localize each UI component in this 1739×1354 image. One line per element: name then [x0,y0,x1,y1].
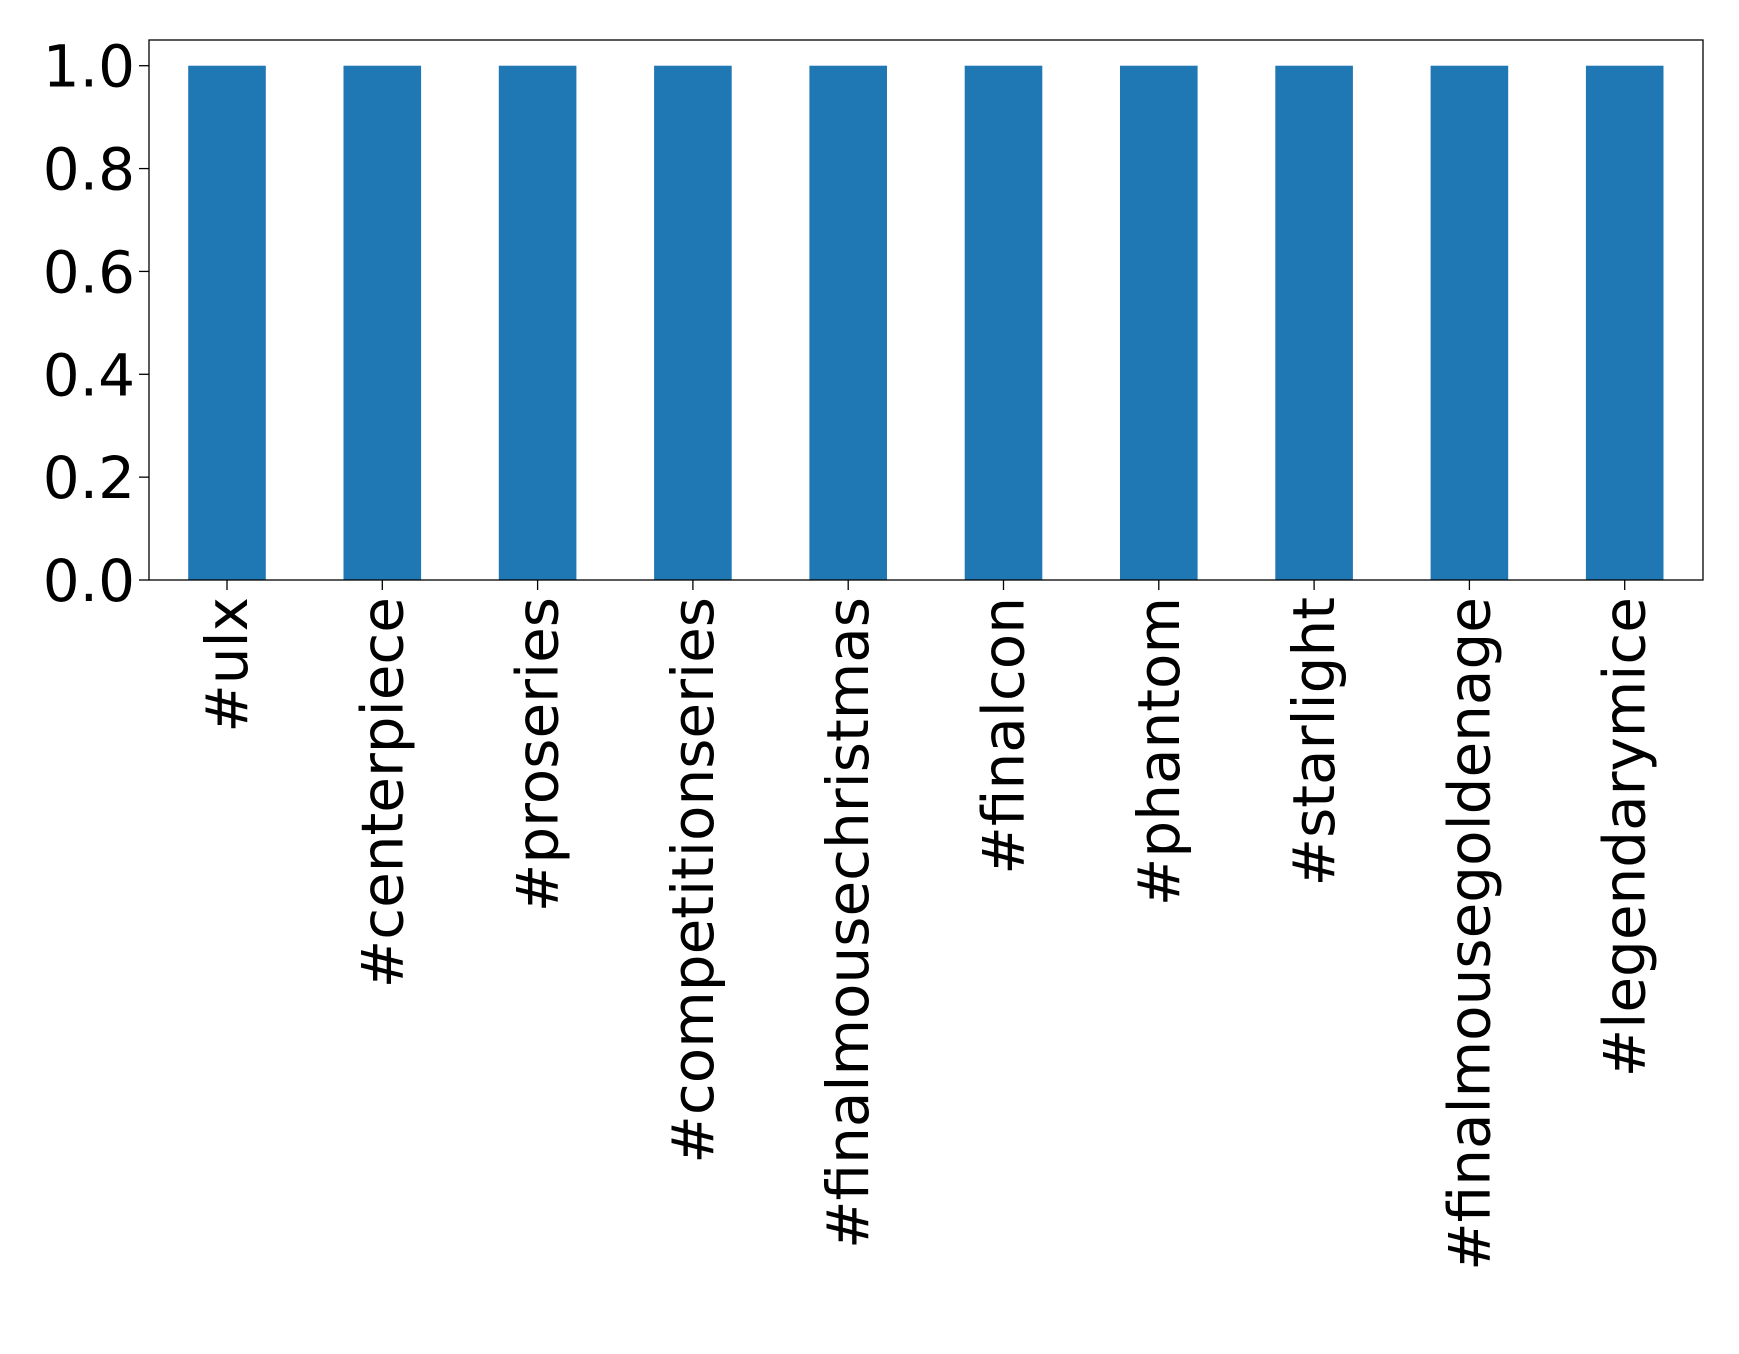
y-tick-label: 1.0 [43,33,135,101]
x-tick-label: #ulx [193,597,261,733]
bar-finalmousechristmas [809,65,887,580]
y-tick-label: 0.6 [43,238,135,306]
bar-proseries [498,65,577,580]
x-tick-label: #starlight [1280,597,1348,887]
bar-centerpiece [343,65,422,580]
bars-group [188,65,1664,580]
x-tick-label: #legendarymice [1591,597,1659,1077]
bar-starlight [1275,65,1353,580]
x-tick-label: #finalmousechristmas [814,597,882,1249]
bar-competitionseries [654,65,732,580]
x-tick-label: #centerpiece [348,597,416,988]
y-tick-label: 0.4 [43,341,135,409]
bar-phantom [1120,65,1198,580]
x-tick-label: #finalcon [970,597,1038,875]
x-tick-label: #proseries [504,597,572,912]
x-axis: #ulx #centerpiece #proseries #competitionse… [193,580,1659,1271]
plot-frame [148,39,1704,581]
y-axis: 0.0 0.2 0.4 0.6 0.8 1.0 [43,33,149,615]
x-tick-label: #finalmousegoldenage [1435,597,1503,1271]
y-tick-label: 0.8 [43,136,135,204]
y-tick-label: 0.0 [43,547,135,615]
x-tick-label: #competitionseries [659,597,727,1164]
bar-legendarymice [1585,65,1664,580]
bar-finalcon [964,65,1043,580]
x-tick-label: #phantom [1125,597,1193,906]
bar-ulx [188,65,266,580]
bar-finalmousegoldenage [1430,65,1509,580]
y-tick-label: 0.2 [43,444,135,512]
